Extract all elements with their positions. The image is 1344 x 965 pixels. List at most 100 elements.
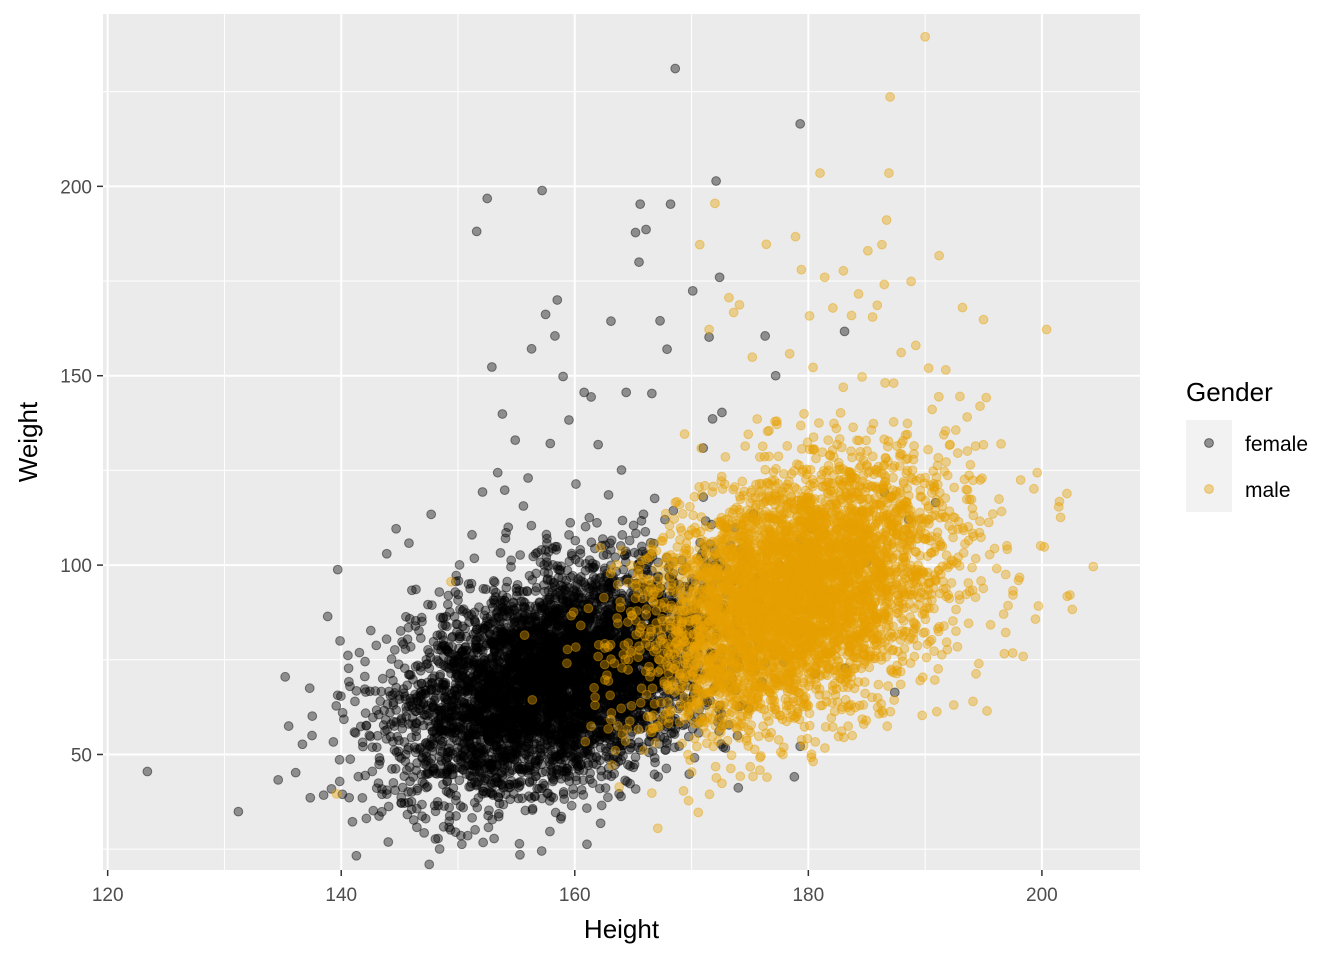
- point: [591, 630, 600, 639]
- point: [456, 632, 465, 641]
- point: [567, 801, 576, 810]
- point: [411, 723, 420, 732]
- point: [507, 562, 516, 571]
- point: [625, 536, 634, 545]
- point: [436, 670, 445, 679]
- point: [660, 733, 669, 742]
- point: [577, 785, 586, 794]
- point: [526, 602, 535, 611]
- point: [462, 609, 471, 618]
- point: [351, 697, 360, 706]
- point: [607, 536, 616, 545]
- point: [458, 668, 467, 677]
- point: [661, 746, 670, 755]
- point: [351, 729, 360, 738]
- point: [570, 599, 579, 608]
- point: [415, 626, 424, 635]
- point: [461, 643, 470, 652]
- point: [377, 687, 386, 696]
- point: [384, 802, 393, 811]
- point: [329, 738, 338, 747]
- point: [502, 611, 511, 620]
- point: [561, 586, 570, 595]
- point: [586, 769, 595, 778]
- point: [516, 850, 525, 859]
- point: [360, 672, 369, 681]
- point: [335, 755, 344, 764]
- point: [650, 753, 659, 762]
- point: [427, 601, 436, 610]
- point: [476, 768, 485, 777]
- point: [540, 736, 549, 745]
- point: [418, 812, 427, 821]
- point: [639, 510, 648, 519]
- point: [510, 756, 519, 765]
- point: [565, 557, 574, 566]
- point: [542, 530, 551, 539]
- point: [468, 813, 477, 822]
- point: [498, 781, 507, 790]
- point: [631, 529, 640, 538]
- point: [445, 664, 454, 673]
- point: [446, 825, 455, 834]
- point: [400, 738, 409, 747]
- point: [571, 536, 580, 545]
- point: [413, 661, 422, 670]
- point: [576, 549, 585, 558]
- point: [585, 513, 594, 522]
- point: [438, 631, 447, 640]
- point: [323, 612, 332, 621]
- point: [662, 764, 671, 773]
- point: [527, 521, 536, 530]
- point: [447, 656, 456, 665]
- point: [522, 587, 531, 596]
- point: [470, 554, 479, 563]
- point: [504, 711, 513, 720]
- point: [569, 785, 578, 794]
- point: [382, 786, 391, 795]
- point: [475, 603, 484, 612]
- point: [641, 527, 650, 536]
- point: [489, 586, 498, 595]
- point: [521, 750, 530, 759]
- point: [490, 834, 499, 843]
- point: [333, 691, 342, 700]
- point: [308, 712, 317, 721]
- point: [439, 780, 448, 789]
- point: [610, 769, 619, 778]
- point: [366, 626, 375, 635]
- point: [436, 706, 445, 715]
- point: [539, 779, 548, 788]
- point: [618, 531, 627, 540]
- point: [459, 723, 468, 732]
- point: [582, 804, 591, 813]
- point: [431, 835, 440, 844]
- point: [525, 571, 534, 580]
- point: [344, 664, 353, 673]
- point: [409, 816, 418, 825]
- point: [515, 839, 524, 848]
- point: [624, 760, 633, 769]
- point: [358, 793, 367, 802]
- point: [340, 715, 349, 724]
- point: [583, 840, 592, 849]
- point: [650, 770, 659, 779]
- point: [484, 823, 493, 832]
- point: [592, 575, 601, 584]
- point: [530, 767, 539, 776]
- point: [457, 840, 466, 849]
- point: [358, 738, 367, 747]
- point: [503, 577, 512, 586]
- point: [596, 819, 605, 828]
- point: [483, 659, 492, 668]
- point: [373, 731, 382, 740]
- point: [596, 743, 605, 752]
- point: [390, 646, 399, 655]
- point: [533, 548, 542, 557]
- point: [445, 803, 454, 812]
- point: [528, 776, 537, 785]
- point: [479, 838, 488, 847]
- point: [494, 613, 503, 622]
